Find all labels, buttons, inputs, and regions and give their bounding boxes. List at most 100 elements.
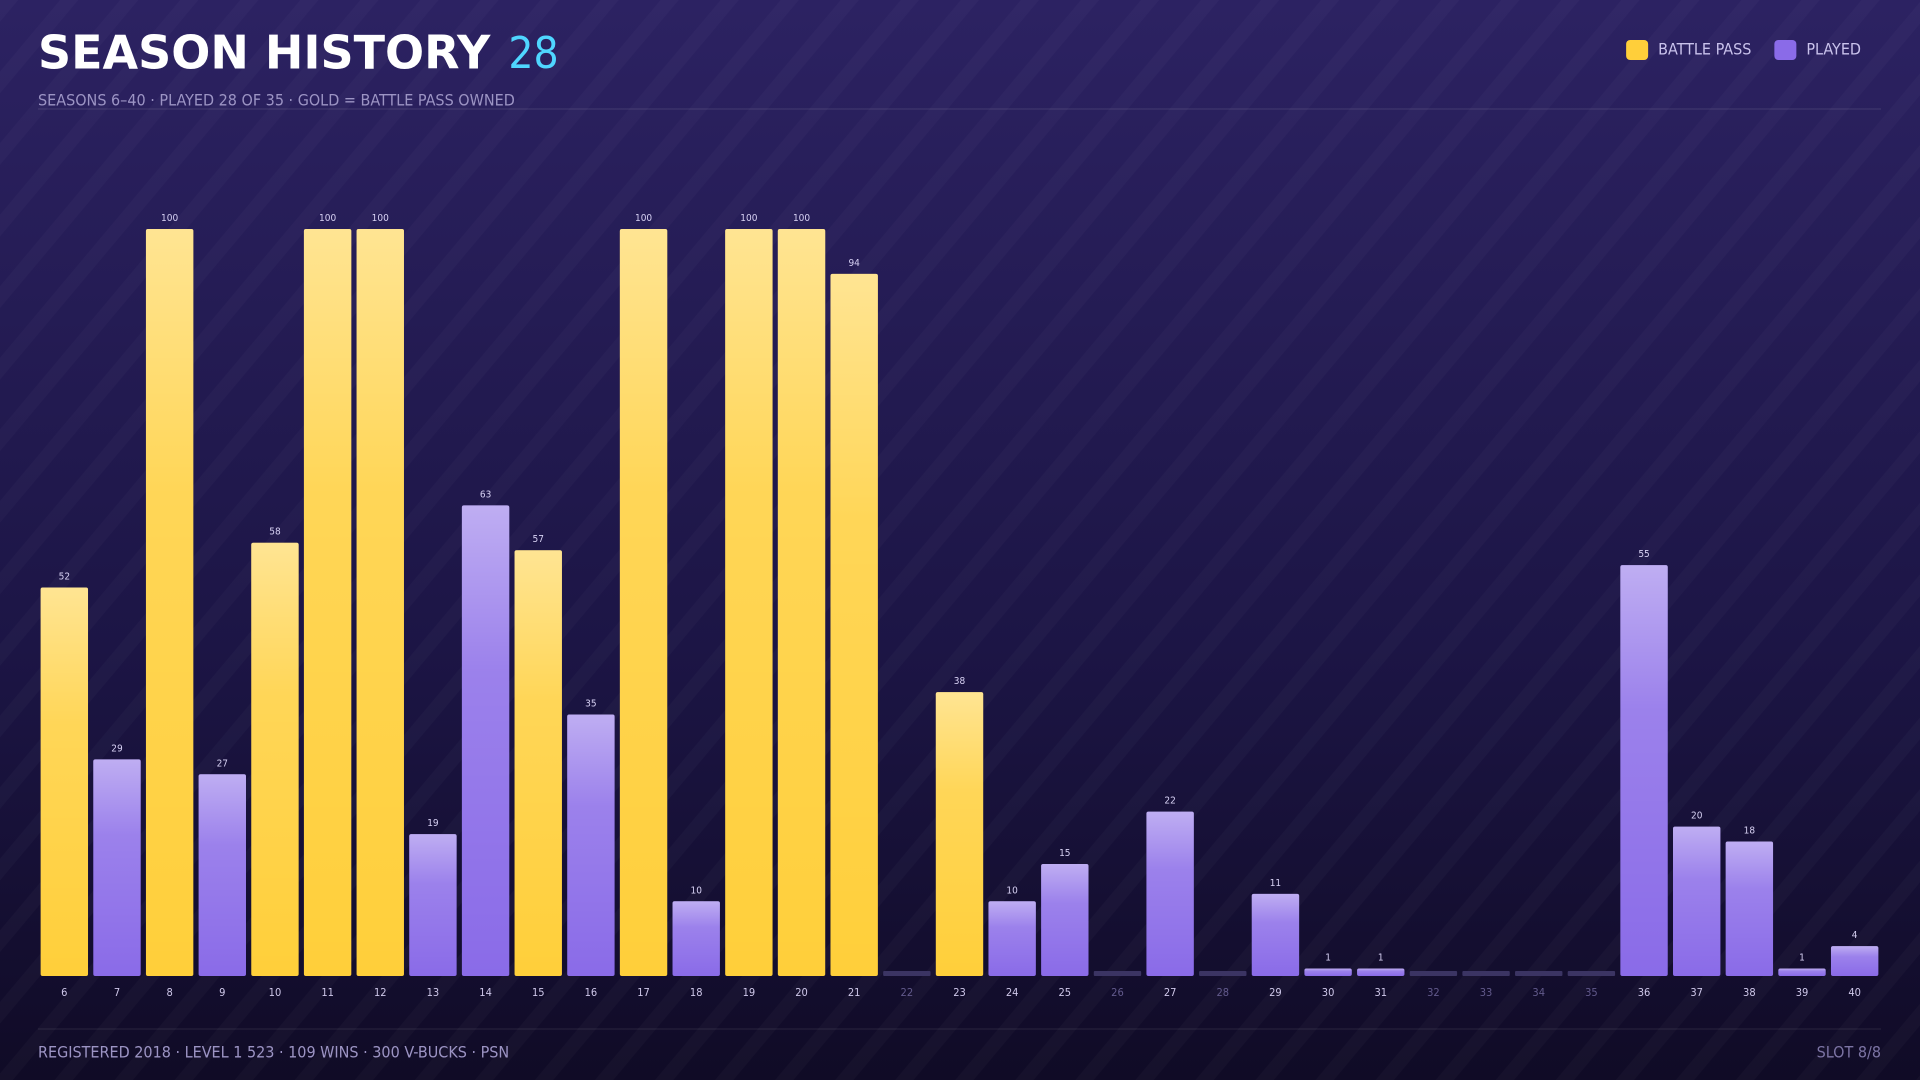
value-label: 10	[690, 885, 702, 896]
bar-sheen	[198, 774, 246, 976]
x-tick-label: 14	[479, 986, 492, 999]
x-tick-label: 28	[1216, 986, 1229, 999]
x-tick-label: 26	[1111, 986, 1124, 999]
footer-stats: REGISTERED 2018 · LEVEL 1 523 · 109 WINS…	[38, 1043, 509, 1062]
empty-slot	[1199, 971, 1247, 976]
x-tick-label: 16	[585, 986, 598, 999]
value-label: 29	[111, 743, 123, 754]
x-tick-label: 19	[743, 986, 756, 999]
value-label: 1	[1378, 953, 1384, 964]
x-tick-label: 10	[269, 986, 282, 999]
bar-sheen	[725, 229, 773, 976]
bar-sheen	[251, 542, 299, 976]
legend-label: BATTLE PASS	[1658, 40, 1751, 59]
title-count: 28	[508, 28, 558, 79]
x-tick-label: 40	[1848, 986, 1861, 999]
x-tick-label: 21	[848, 986, 861, 999]
x-tick-label: 18	[690, 986, 703, 999]
value-label: 100	[793, 213, 810, 224]
legend-label: PLAYED	[1806, 40, 1861, 59]
value-label: 58	[269, 527, 281, 538]
bar-sheen	[777, 229, 826, 976]
x-tick-label: 17	[637, 986, 650, 999]
bar-sheen	[830, 273, 878, 976]
value-label: 22	[1164, 796, 1175, 807]
value-label: 94	[848, 258, 860, 269]
bar-sheen	[514, 550, 562, 976]
bar-sheen	[1251, 893, 1300, 976]
bar-sheen	[356, 229, 404, 976]
bar-sheen	[1778, 968, 1826, 976]
bar-sheen	[1830, 946, 1879, 976]
x-tick-label: 22	[901, 986, 914, 999]
bar-sheen	[40, 587, 89, 976]
value-label: 1	[1325, 953, 1331, 964]
x-tick-label: 39	[1796, 986, 1809, 999]
x-tick-label: 36	[1638, 986, 1651, 999]
bar-sheen	[1725, 841, 1774, 976]
x-tick-label: 38	[1743, 986, 1756, 999]
value-label: 55	[1638, 549, 1649, 560]
x-tick-label: 34	[1532, 986, 1545, 999]
x-tick-label: 6	[61, 986, 67, 999]
value-label: 100	[372, 213, 389, 224]
value-label: 20	[1691, 811, 1703, 822]
x-tick-label: 37	[1690, 986, 1703, 999]
x-tick-label: 27	[1164, 986, 1177, 999]
value-label: 27	[217, 758, 228, 769]
bar-sheen	[1357, 968, 1405, 976]
bar-sheen	[145, 229, 194, 976]
empty-slot	[1409, 971, 1458, 976]
bar-sheen	[303, 229, 352, 976]
value-label: 35	[585, 699, 596, 710]
x-tick-label: 20	[795, 986, 808, 999]
value-label: 57	[533, 534, 544, 545]
x-tick-label: 30	[1322, 986, 1335, 999]
x-tick-label: 33	[1480, 986, 1493, 999]
x-tick-label: 12	[374, 986, 387, 999]
x-tick-label: 11	[321, 986, 334, 999]
value-label: 100	[635, 213, 652, 224]
value-label: 52	[59, 572, 70, 583]
bar-sheen	[672, 901, 720, 976]
x-tick-label: 24	[1006, 986, 1019, 999]
value-label: 10	[1006, 885, 1018, 896]
value-label: 100	[740, 213, 757, 224]
bar-sheen	[567, 714, 615, 976]
subtitle: SEASONS 6–40 · PLAYED 28 OF 35 · GOLD = …	[38, 91, 515, 110]
bar-sheen	[619, 229, 668, 976]
value-label: 38	[954, 676, 966, 687]
bar-sheen	[935, 692, 984, 976]
value-label: 100	[161, 213, 178, 224]
legend-swatch	[1774, 40, 1797, 60]
x-tick-label: 29	[1269, 986, 1282, 999]
x-tick-label: 32	[1427, 986, 1440, 999]
x-tick-label: 25	[1059, 986, 1072, 999]
legend-swatch	[1626, 40, 1649, 60]
bar-sheen	[1673, 826, 1721, 976]
x-tick-label: 8	[166, 986, 172, 999]
empty-slot	[1515, 971, 1563, 976]
bar-sheen	[1304, 968, 1352, 976]
value-label: 19	[427, 818, 439, 829]
x-tick-label: 13	[427, 986, 440, 999]
empty-slot	[883, 971, 931, 976]
bar-sheen	[93, 759, 141, 976]
x-tick-label: 9	[219, 986, 225, 999]
bar-sheen	[1620, 565, 1668, 976]
value-label: 11	[1270, 878, 1281, 889]
bar-sheen	[461, 505, 510, 976]
bar-sheen	[409, 834, 457, 976]
x-tick-label: 7	[114, 986, 120, 999]
value-label: 15	[1059, 848, 1070, 859]
value-label: 100	[319, 213, 336, 224]
value-label: 18	[1744, 826, 1756, 837]
empty-slot	[1567, 971, 1616, 976]
value-label: 63	[480, 489, 491, 500]
x-tick-label: 15	[532, 986, 545, 999]
value-label: 1	[1799, 953, 1805, 964]
bar-sheen	[988, 901, 1036, 976]
x-tick-label: 23	[953, 986, 966, 999]
